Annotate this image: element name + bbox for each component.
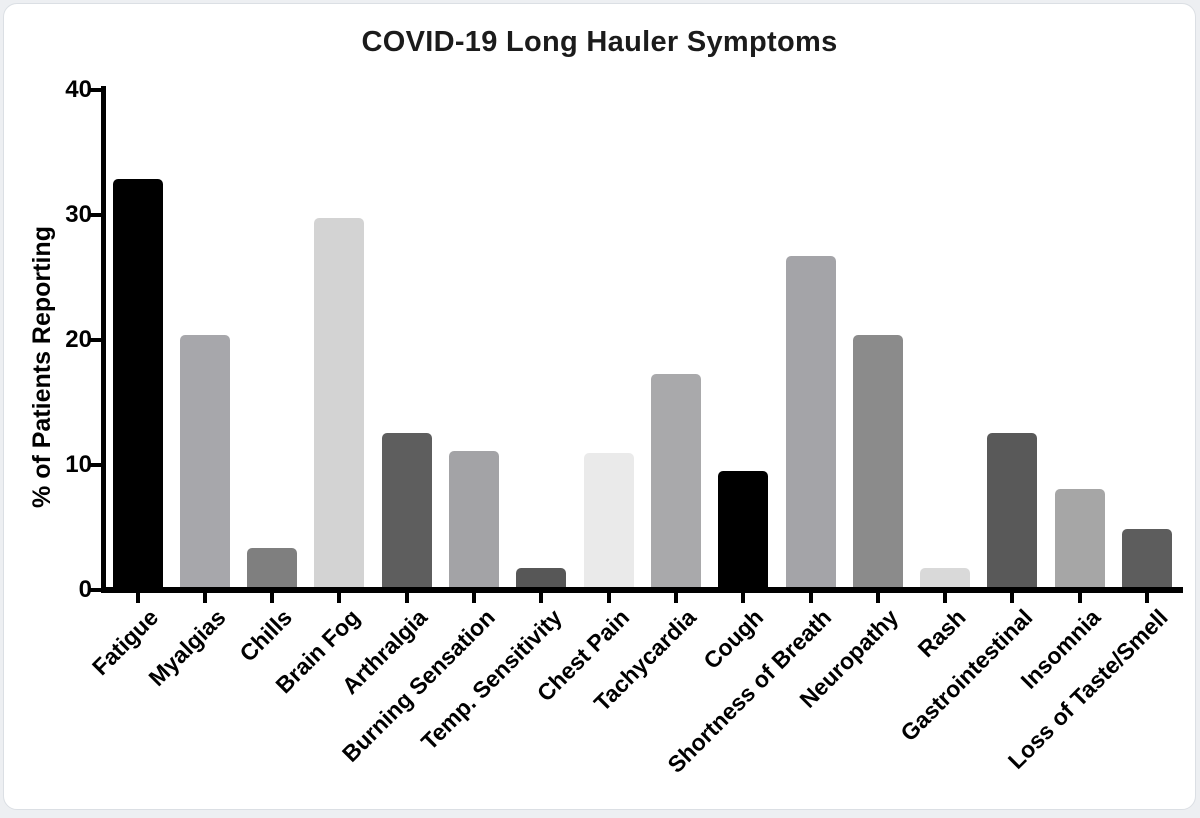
bar-shortness-of-breath xyxy=(785,256,836,593)
x-axis-label-chills: Chills xyxy=(234,604,298,667)
chart-title: COVID-19 Long Hauler Symptoms xyxy=(361,26,838,58)
y-tick-label: 20 xyxy=(65,326,92,353)
x-axis-tick xyxy=(1010,593,1015,603)
x-axis-tick xyxy=(404,593,409,603)
y-tick-label: 40 xyxy=(65,76,92,103)
bar-tachycardia xyxy=(650,373,701,593)
x-axis-tick xyxy=(135,593,140,603)
bar-chest-pain xyxy=(583,452,634,593)
bar-cough xyxy=(718,471,769,593)
y-axis-tick xyxy=(90,338,103,342)
x-axis-tick xyxy=(808,593,813,603)
x-axis-tick xyxy=(875,593,880,603)
bar-neuropathy xyxy=(852,335,903,593)
bar-gastrointestinal xyxy=(987,432,1038,593)
y-tick-label: 10 xyxy=(65,451,92,478)
y-axis-tick xyxy=(90,588,103,592)
x-axis-tick xyxy=(337,593,342,603)
x-axis-tick xyxy=(741,593,746,603)
y-axis-tick xyxy=(90,463,103,467)
bar-arthralgia xyxy=(381,432,432,593)
x-axis-line xyxy=(101,587,1183,593)
x-axis-tick xyxy=(1145,593,1149,603)
y-axis-tick xyxy=(90,213,103,217)
bar-fatigue xyxy=(112,178,163,593)
x-axis-label-rash: Rash xyxy=(912,604,971,663)
chart-card: COVID-19 Long Hauler Symptoms % of Patie… xyxy=(3,3,1196,810)
bar-myalgias xyxy=(179,335,230,593)
y-axis-line xyxy=(101,86,106,593)
x-axis-tick xyxy=(202,593,207,603)
bar-insomnia xyxy=(1054,488,1105,593)
bar-burning-sensation xyxy=(449,451,499,593)
y-axis-tick xyxy=(90,88,103,92)
x-axis-tick xyxy=(270,593,275,603)
bar-loss-of-taste-smell xyxy=(1122,528,1172,593)
y-tick-label: 30 xyxy=(65,201,92,228)
x-axis-tick xyxy=(472,593,476,603)
x-axis-tick xyxy=(1077,593,1082,603)
x-axis-tick xyxy=(606,593,611,603)
x-axis-tick xyxy=(943,593,948,603)
bar-chills xyxy=(247,547,298,593)
x-axis-tick xyxy=(673,593,678,603)
bar-brain-fog xyxy=(314,217,365,593)
y-tick-label: 0 xyxy=(78,576,92,603)
x-axis-tick xyxy=(539,593,544,603)
